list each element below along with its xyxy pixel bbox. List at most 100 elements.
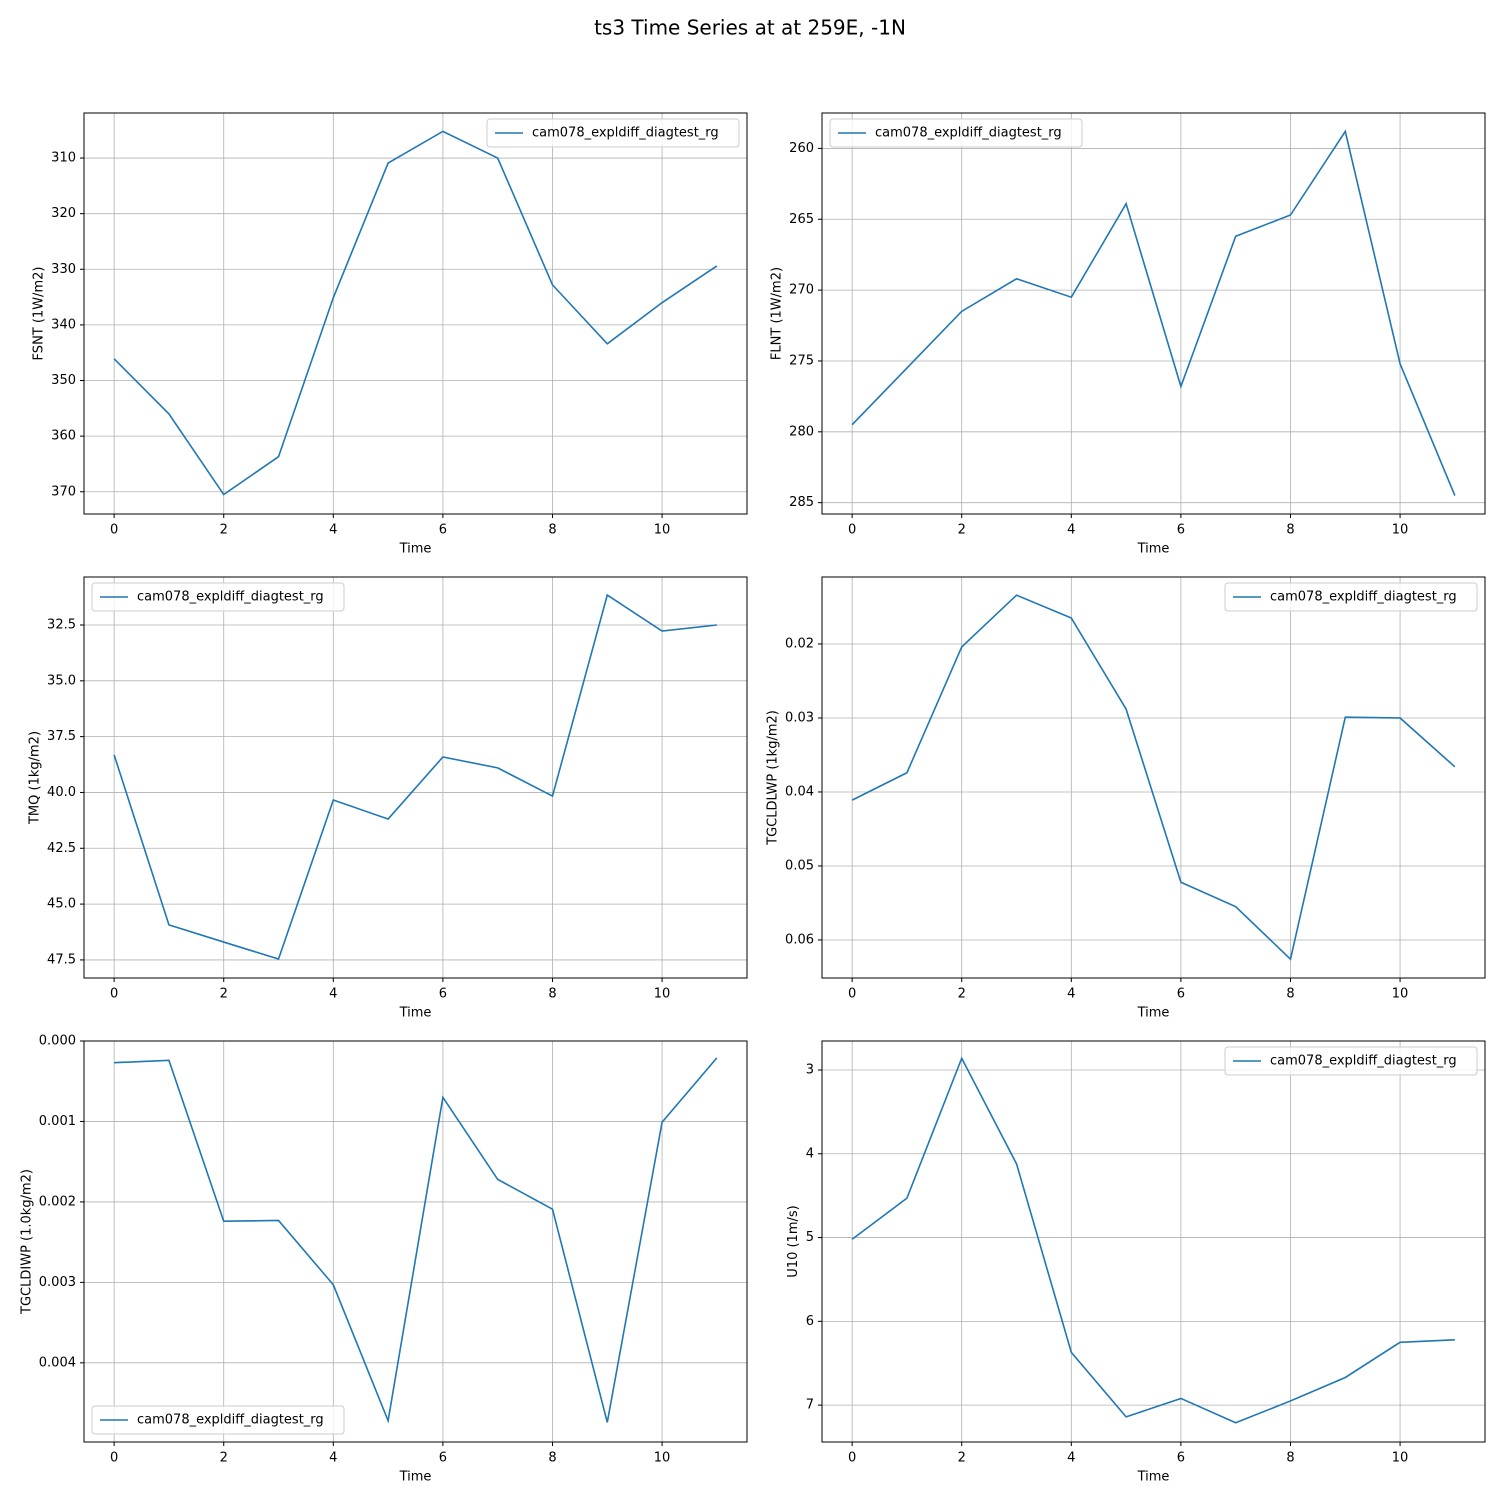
- axes-frame: [821, 112, 1486, 515]
- y-tick-label: 4: [806, 1146, 814, 1161]
- subplot: 0 2 4 6 8 10 32.5 35.0 37.5 40.0 42.5 45.0 47.5 Time T…: [28, 576, 748, 1021]
- y-tick-label: 0.003: [39, 1275, 76, 1290]
- y-tick-label: 0.04: [785, 784, 814, 799]
- x-tick-label: 10: [654, 1451, 671, 1466]
- legend: cam078_expldiff_diagtest_rg: [1224, 1046, 1478, 1076]
- legend-box: [1224, 582, 1478, 612]
- axes-frame: [821, 576, 1486, 979]
- x-tick-label: 10: [1392, 1451, 1409, 1466]
- x-axis-label: Time: [399, 1470, 432, 1485]
- y-tick-label: 370: [51, 484, 76, 499]
- y-tick-label: 0.002: [39, 1194, 76, 1209]
- y-tick-label: 42.5: [47, 841, 76, 856]
- y-tick-label: 0.000: [39, 1034, 76, 1049]
- y-tick-label: 0.06: [785, 932, 814, 947]
- legend-box: [1224, 1046, 1478, 1076]
- legend-box: [91, 1405, 345, 1435]
- legend-label: cam078_expldiff_diagtest_rg: [137, 590, 324, 605]
- data-line: [113, 130, 718, 496]
- x-tick-label: 2: [958, 1451, 966, 1466]
- x-tick-label: 0: [848, 523, 856, 538]
- legend: cam078_expldiff_diagtest_rg: [1224, 582, 1478, 612]
- x-tick-label: 6: [1177, 987, 1185, 1002]
- x-tick-label: 10: [654, 987, 671, 1002]
- x-tick-label: 8: [1286, 1451, 1294, 1466]
- legend-box: [486, 118, 740, 148]
- y-axis-label: TGCLDIWP (1.0kg/m2): [19, 1169, 34, 1315]
- y-tick-label: 330: [51, 262, 76, 277]
- y-tick-label: 320: [51, 206, 76, 221]
- x-tick-label: 6: [439, 987, 447, 1002]
- x-tick-label: 2: [220, 987, 228, 1002]
- y-tick-label: 7: [806, 1398, 814, 1413]
- x-axis-label: Time: [399, 542, 432, 557]
- y-tick-label: 350: [51, 373, 76, 388]
- y-tick-label: 285: [789, 495, 814, 510]
- axes-frame: [83, 576, 748, 979]
- legend-label: cam078_expldiff_diagtest_rg: [1270, 1054, 1457, 1069]
- y-tick-label: 3: [806, 1062, 814, 1077]
- y-tick-label: 0.05: [785, 858, 814, 873]
- y-tick-label: 5: [806, 1230, 814, 1245]
- y-axis-label: TMQ (1kg/m2): [28, 731, 43, 825]
- legend: cam078_expldiff_diagtest_rg: [91, 1405, 345, 1435]
- x-tick-label: 6: [1177, 523, 1185, 538]
- subplot: 0 2 4 6 8 10 0.000 0.001 0.002 0.003 0.004 Time TGCL…: [19, 1034, 748, 1485]
- y-axis-label: TGCLDLWP (1kg/m2): [766, 710, 781, 846]
- subplot: 0 2 4 6 8 10 260 265 270 275 280 285 Time FLNT (1W/m2…: [770, 112, 1486, 557]
- subplot: 0 2 4 6 8 10 3 4 5 6 7 Time U10 (1m/s) cam078_expldif…: [786, 1040, 1486, 1485]
- data-line: [114, 1057, 718, 1424]
- data-line: [851, 129, 1456, 496]
- x-tick-label: 6: [439, 1451, 447, 1466]
- x-tick-label: 10: [1392, 987, 1409, 1002]
- x-tick-label: 4: [329, 523, 337, 538]
- legend: cam078_expldiff_diagtest_rg: [91, 582, 345, 612]
- y-tick-label: 275: [789, 353, 814, 368]
- x-tick-label: 10: [1392, 523, 1409, 538]
- x-tick-label: 0: [848, 987, 856, 1002]
- x-tick-label: 2: [958, 987, 966, 1002]
- legend-box: [91, 582, 345, 612]
- legend-label: cam078_expldiff_diagtest_rg: [532, 126, 719, 141]
- y-axis-label: U10 (1m/s): [786, 1205, 801, 1277]
- x-tick-label: 8: [548, 987, 556, 1002]
- y-tick-label: 6: [806, 1314, 814, 1329]
- x-tick-label: 2: [220, 523, 228, 538]
- y-tick-label: 45.0: [47, 897, 76, 912]
- axes-frame: [83, 112, 748, 515]
- y-tick-label: 35.0: [47, 673, 76, 688]
- y-tick-label: 0.004: [39, 1355, 76, 1370]
- y-tick-label: 340: [51, 317, 76, 332]
- y-tick-label: 47.5: [47, 952, 76, 967]
- y-tick-label: 32.5: [47, 618, 76, 633]
- x-axis-label: Time: [399, 1006, 432, 1021]
- x-tick-label: 10: [654, 523, 671, 538]
- subplot: 0 2 4 6 8 10 310 320 330 340 350 360 370 Time FSNT (1W…: [32, 112, 748, 557]
- x-tick-label: 4: [329, 1451, 337, 1466]
- x-tick-label: 8: [548, 1451, 556, 1466]
- x-tick-label: 4: [329, 987, 337, 1002]
- subplot: 0 2 4 6 8 10 0.02 0.03 0.04 0.05 0.06 Time TGCLDLWP …: [766, 576, 1486, 1021]
- x-axis-label: Time: [1137, 1006, 1170, 1021]
- legend-label: cam078_expldiff_diagtest_rg: [1270, 590, 1457, 605]
- y-tick-label: 0.001: [39, 1114, 76, 1129]
- data-line: [113, 593, 717, 961]
- x-tick-label: 8: [1286, 987, 1294, 1002]
- x-tick-label: 4: [1067, 987, 1075, 1002]
- x-tick-label: 0: [848, 1451, 856, 1466]
- y-axis-label: FLNT (1W/m2): [770, 267, 785, 360]
- y-tick-label: 40.0: [47, 785, 76, 800]
- x-tick-label: 4: [1067, 1451, 1075, 1466]
- x-tick-label: 2: [220, 1451, 228, 1466]
- y-tick-label: 270: [789, 283, 814, 298]
- y-tick-label: 280: [789, 424, 814, 439]
- x-tick-label: 6: [439, 523, 447, 538]
- y-tick-label: 310: [51, 151, 76, 166]
- data-line: [851, 594, 1456, 961]
- x-tick-label: 0: [110, 987, 118, 1002]
- axes-frame: [83, 1040, 748, 1443]
- y-tick-label: 0.02: [785, 636, 814, 651]
- legend: cam078_expldiff_diagtest_rg: [486, 118, 740, 148]
